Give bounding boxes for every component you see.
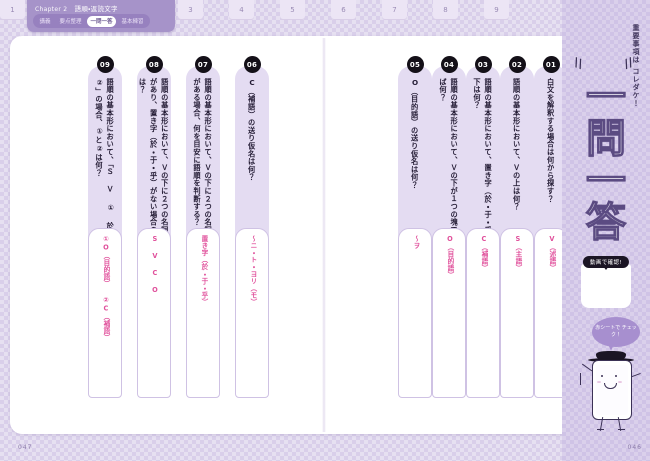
chapter-number-label: Chapter 2 [35, 6, 68, 13]
question-card-09[interactable]: 09 語順の基本形において、「Ｓ Ｖ ① 於 ②」の場合、①と②は何？ [88, 56, 122, 260]
subtab-practice[interactable]: 基本練習 [121, 19, 144, 25]
answer-box-02[interactable]: S（主語） [500, 228, 534, 398]
mascot-arm-left-lower [580, 373, 582, 385]
mascot-character: 赤シートで チェック！ [568, 315, 650, 435]
question-card-02[interactable]: 02 語順の基本形において、Ｖの上は何？ [500, 56, 534, 248]
question-card-07[interactable]: 07 語順の基本形において、Ｖの下に２つの名詞の塊がある場合、何を目安に語順を判… [186, 56, 220, 260]
mascot-arm-left [581, 363, 593, 372]
chapter-tab-9[interactable]: 9 [484, 0, 509, 20]
question-number-badge: 05 [406, 56, 424, 73]
active-chapter-tab[interactable]: Chapter 2 語順・返読文字 講義 要点整理 一問一答 基本練習 [27, 0, 175, 32]
mascot-foot-right [618, 429, 625, 431]
answer-box-03[interactable]: C（補語） [466, 228, 500, 398]
question-body: 語順の基本形において、Ｖの下が１つの塊であれば何？ [432, 66, 466, 260]
video-badge[interactable]: 動画で確認! [582, 256, 630, 268]
mascot-eye-right [615, 375, 617, 377]
title-char-2: 問 [585, 115, 626, 162]
answer-box-04[interactable]: O（目的語） [432, 228, 466, 398]
chapter-title: Chapter 2 語順・返読文字 [35, 3, 118, 13]
question-number-badge: 04 [440, 56, 458, 73]
chapter-tab-8[interactable]: 8 [433, 0, 458, 20]
answer-text: V（述語） [547, 235, 556, 272]
question-text: 語順の基本形において、Ｖの下に２つの名詞の塊がある場合、何を目安に語順を判断する… [193, 78, 214, 250]
subtab-qa[interactable]: 一問一答 [87, 15, 117, 27]
question-body: 語順の基本形において、Ｖの下に２つの名詞の塊がある場合、何を目安に語順を判断する… [186, 66, 220, 260]
question-number-badge: 03 [474, 56, 492, 73]
page-gutter [322, 38, 326, 432]
question-text: 白文を解釈する場合は何から探す？ [546, 78, 556, 203]
question-card-06[interactable]: 06 C（補語）の送り仮名は何？ [235, 56, 269, 248]
title-char-1: 一 [585, 73, 626, 120]
mascot-tablet-body [592, 360, 632, 420]
answer-text: 〜ヲ [411, 235, 420, 250]
chapter-tab-1[interactable]: 1 [0, 0, 25, 20]
section-subtabs: 講義 要点整理 一問一答 基本練習 [33, 14, 151, 28]
question-text: O（目的語）の送り仮名は何？ [410, 78, 420, 189]
section-title: 一 問 一 答 [562, 73, 650, 246]
answer-box-06[interactable]: 〜ニ・ト・ヨリ（モ） [235, 228, 269, 398]
subtab-summary[interactable]: 要点整理 [59, 19, 82, 25]
answer-text: S（主語） [513, 235, 522, 272]
answer-box-07[interactable]: 置き字（於・于・乎） [186, 228, 220, 398]
chapter-tab-7[interactable]: 7 [382, 0, 407, 20]
mascot-blush-left [597, 381, 601, 383]
answer-text: 置き字（於・于・乎） [199, 235, 208, 306]
page-number-right: 046 [627, 444, 642, 451]
mascot-hat-icon [596, 351, 626, 359]
question-text: 語順の基本形において、Ｖの下に２つの名詞の塊があり、置き字（於・于・乎）がない場… [138, 78, 170, 250]
answer-text: 〜ニ・ト・ヨリ（モ） [248, 235, 257, 306]
question-card-04[interactable]: 04 語順の基本形において、Ｖの下が１つの塊であれば何？ [432, 56, 466, 260]
answer-box-09[interactable]: ①O（目的語） ②C（補語） [88, 228, 122, 398]
question-number-badge: 01 [542, 56, 560, 73]
subtab-lecture[interactable]: 講義 [39, 19, 51, 25]
question-number-badge: 06 [243, 56, 261, 73]
question-text: 語順の基本形において、置き字（於・于・乎）の下は何？ [473, 78, 494, 250]
question-body: C（補語）の送り仮名は何？ [235, 66, 269, 248]
title-char-4: 答 [585, 199, 626, 246]
question-number-badge: 07 [194, 56, 212, 73]
answer-text: ①O（目的語） ②C（補語） [101, 235, 110, 342]
video-thumbnail-placeholder[interactable] [581, 264, 631, 308]
answer-text: O（目的語） [445, 235, 454, 279]
question-text: 語順の基本形において、Ｖの上は何？ [512, 78, 522, 211]
chapter-tab-3[interactable]: 3 [178, 0, 203, 20]
chapter-tab-6[interactable]: 6 [331, 0, 356, 20]
question-body: 語順の基本形において、置き字（於・于・乎）の下は何？ [466, 66, 500, 260]
question-text: 語順の基本形において、Ｖの下が１つの塊であれば何？ [439, 78, 460, 250]
chapter-tab-bar: 1 3 4 5 6 7 8 9 Chapter 2 語順・返読文字 講義 要点整… [0, 0, 650, 32]
question-number-badge: 08 [145, 56, 163, 73]
answer-text: S V C O [150, 235, 159, 295]
mascot-foot-left [597, 429, 604, 431]
question-card-05[interactable]: 05 O（目的語）の送り仮名は何？ [398, 56, 432, 248]
answer-text: C（補語） [479, 235, 488, 272]
question-body: 語順の基本形において、Ｖの上は何？ [500, 66, 534, 248]
mascot-blush-right [618, 381, 622, 383]
answer-box-08[interactable]: S V C O [137, 228, 171, 398]
question-card-03[interactable]: 03 語順の基本形において、置き字（於・于・乎）の下は何？ [466, 56, 500, 260]
chapter-tab-5[interactable]: 5 [280, 0, 305, 20]
question-body: 語順の基本形において、Ｖの下に２つの名詞の塊があり、置き字（於・于・乎）がない場… [137, 66, 171, 260]
title-char-3: 一 [585, 157, 626, 204]
question-card-08[interactable]: 08 語順の基本形において、Ｖの下に２つの名詞の塊があり、置き字（於・于・乎）が… [137, 56, 171, 260]
page-number-left: 047 [18, 444, 33, 451]
question-body: 語順の基本形において、「Ｓ Ｖ ① 於 ②」の場合、①と②は何？ [88, 66, 122, 260]
video-badge-tail [603, 266, 609, 270]
question-body: O（目的語）の送り仮名は何？ [398, 66, 432, 248]
section-title-panel: 重要事項は コレダケ！ \\ // 一 問 一 答 動画で確認! 赤シートで チ… [562, 0, 650, 461]
question-text: 語順の基本形において、「Ｓ Ｖ ① 於 ②」の場合、①と②は何？ [95, 78, 116, 230]
mascot-tablet-screen [596, 365, 628, 415]
question-text: C（補語）の送り仮名は何？ [247, 78, 257, 182]
question-number-badge: 09 [96, 56, 114, 73]
chapter-name-label: 語順・返読文字 [74, 5, 118, 13]
answer-box-05[interactable]: 〜ヲ [398, 228, 432, 398]
section-kicker-text: 重要事項は コレダケ！ [632, 24, 640, 108]
mascot-eye-left [601, 375, 603, 377]
speech-bubble-tail [608, 344, 614, 351]
mascot-speech-bubble: 赤シートで チェック！ [592, 317, 640, 347]
question-number-badge: 02 [508, 56, 526, 73]
chapter-tab-4[interactable]: 4 [229, 0, 254, 20]
